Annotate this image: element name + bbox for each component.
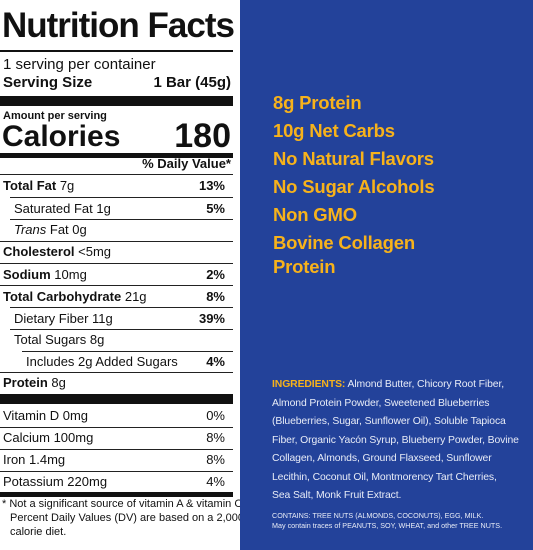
claim-non-gmo: Non GMO	[273, 204, 357, 225]
nutrient-row-vitamin-d: Vitamin D 0mg 0%	[0, 405, 233, 427]
nutrient-dv: 4%	[206, 474, 225, 489]
nutrient-row-calcium: Calcium 100mg 8%	[0, 427, 233, 449]
divider	[10, 329, 233, 330]
nutrient-row-protein: Protein 8g	[0, 372, 233, 394]
serving-size-value: 1 Bar (45g)	[153, 74, 231, 91]
ingredients-list: INGREDIENTS: Almond Butter, Chicory Root…	[272, 376, 530, 506]
nutrient-dv: 5%	[206, 201, 225, 216]
nutrient-name: Dietary Fiber 11g	[14, 311, 113, 326]
nutrient-amount: <5mg	[78, 244, 112, 259]
divider	[0, 50, 233, 52]
nutrient-name: Saturated Fat 1g	[14, 201, 111, 216]
footnote-line: * Not a significant source of vitamin A …	[2, 498, 246, 510]
footnote: * Not a significant source of vitamin A …	[2, 497, 246, 539]
nutrient-amount: 8g	[51, 375, 66, 390]
ingredients-line: Sea Salt, Monk Fruit Extract.	[272, 490, 402, 501]
nutrient-dv: 8%	[206, 452, 225, 467]
divider	[22, 351, 233, 352]
nutrient-row-trans-fat: Trans Fat 0g	[0, 219, 233, 241]
nutrient-name: Total Fat	[3, 178, 57, 193]
nutrient-row-saturated-fat: Saturated Fat 1g 5%	[0, 198, 233, 220]
nutrient-dv: 39%	[198, 311, 225, 326]
divider	[10, 197, 233, 198]
nutrient-row-dietary-fiber: Dietary Fiber 11g 39%	[0, 308, 233, 330]
allergen-statement: CONTAINS: TREE NUTS (ALMONDS, COCONUTS),…	[272, 511, 530, 531]
calories-value: 180	[174, 117, 231, 155]
product-claims-panel: 8g Protein 10g Net Carbs No Natural Flav…	[240, 0, 533, 550]
footnote-line: calorie diet.	[10, 526, 67, 538]
divider	[0, 285, 233, 286]
nutrient-name-italic: Trans	[14, 222, 47, 237]
nutrient-row-added-sugars: Includes 2g Added Sugars 4%	[0, 351, 233, 373]
ingredients-line: (Blueberries, Sugar, Sunflower Oil), Sol…	[272, 416, 506, 427]
medium-divider	[0, 492, 233, 497]
nutrition-title: Nutrition Facts	[2, 6, 235, 45]
footnote-line: Percent Daily Values (DV) are based on a…	[10, 512, 244, 524]
claim-collagen-cont: Protein	[273, 256, 336, 277]
nutrient-dv: 8%	[206, 289, 225, 304]
nutrient-dv: 0%	[206, 408, 225, 423]
divider	[0, 174, 233, 175]
claim-collagen: Bovine Collagen	[273, 232, 415, 253]
allergen-line: CONTAINS: TREE NUTS (ALMONDS, COCONUTS),…	[272, 511, 484, 520]
thick-divider	[0, 96, 233, 106]
divider	[0, 471, 233, 472]
nutrient-name: Calcium 100mg	[3, 430, 94, 445]
thick-divider	[0, 394, 233, 404]
nutrient-amount: 10mg	[54, 267, 87, 282]
nutrient-row-total-sugars: Total Sugars 8g	[0, 329, 233, 351]
allergen-line: May contain traces of PEANUTS, SOY, WHEA…	[272, 521, 503, 530]
amount-per-serving: Amount per serving	[3, 110, 107, 122]
divider	[10, 307, 233, 308]
nutrient-row-sodium: Sodium 10mg 2%	[0, 264, 233, 286]
nutrient-dv: 13%	[198, 178, 225, 193]
nutrient-name: Sodium	[3, 267, 51, 282]
divider	[0, 263, 233, 264]
nutrient-name: Total Sugars 8g	[14, 332, 105, 347]
divider	[0, 449, 233, 450]
nutrient-name: Cholesterol	[3, 244, 75, 259]
nutrient-dv: 8%	[206, 430, 225, 445]
nutrient-name: Protein	[3, 375, 48, 390]
divider	[0, 372, 233, 373]
medium-divider	[0, 153, 233, 158]
ingredients-line: Collagen, Almonds, Ground Flaxseed, Sunf…	[272, 453, 492, 464]
divider	[10, 219, 233, 220]
nutrient-dv: 2%	[206, 267, 225, 282]
nutrient-row-potassium: Potassium 220mg 4%	[0, 471, 233, 493]
calories-label: Calories	[2, 120, 121, 153]
ingredients-line: Fiber, Organic Yacón Syrup, Blueberry Po…	[272, 434, 519, 446]
servings-per-container: 1 serving per container	[3, 56, 156, 73]
claim-net-carbs: 10g Net Carbs	[273, 120, 395, 141]
nutrient-name: Fat 0g	[49, 222, 87, 237]
nutrient-name: Iron 1.4mg	[3, 452, 66, 467]
divider	[0, 241, 233, 242]
divider	[0, 427, 233, 428]
nutrient-dv: 4%	[206, 354, 225, 369]
nutrient-name: Includes 2g Added Sugars	[26, 354, 178, 369]
nutrient-amount: 21g	[124, 289, 147, 304]
claim-protein: 8g Protein	[273, 92, 362, 113]
nutrient-amount: 7g	[59, 178, 75, 193]
nutrient-row-total-fat: Total Fat 7g 13%	[0, 175, 233, 197]
nutrient-name: Vitamin D 0mg	[3, 408, 89, 423]
daily-value-header: % Daily Value*	[142, 156, 231, 171]
ingredients-line: Almond Butter, Chicory Root Fiber,	[345, 379, 505, 390]
ingredients-line: Lecithin, Coconut Oil, Montmorency Tart …	[272, 471, 497, 483]
nutrition-facts-panel: Nutrition Facts 1 serving per container …	[0, 0, 246, 550]
nutrient-row-total-carbohydrate: Total Carbohydrate 21g 8%	[0, 286, 233, 308]
claim-no-sugar-alcohols: No Sugar Alcohols	[273, 176, 435, 197]
claim-no-natural-flavors: No Natural Flavors	[273, 148, 434, 169]
nutrient-row-cholesterol: Cholesterol <5mg	[0, 241, 233, 263]
serving-size-label: Serving Size	[3, 74, 93, 91]
nutrient-name: Potassium 220mg	[3, 474, 108, 489]
nutrient-name: Total Carbohydrate	[3, 289, 122, 304]
nutrient-row-iron: Iron 1.4mg 8%	[0, 449, 233, 471]
ingredients-line: Almond Protein Powder, Sweetened Blueber…	[272, 397, 490, 409]
ingredients-label: INGREDIENTS:	[272, 379, 346, 390]
